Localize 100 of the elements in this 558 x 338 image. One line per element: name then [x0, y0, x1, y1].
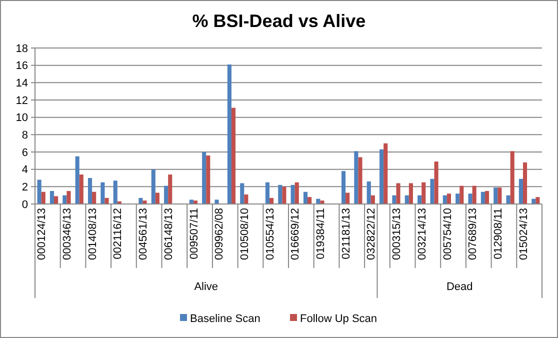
bar — [480, 192, 485, 204]
bar — [510, 151, 514, 204]
bar — [113, 180, 118, 204]
bar — [422, 182, 426, 204]
bar — [50, 191, 54, 204]
x-tick-label: 002116/12 — [112, 208, 124, 260]
bar — [442, 195, 447, 204]
bar — [446, 194, 451, 204]
chart-title: % BSI-Dead vs Alive — [192, 11, 366, 31]
bar — [37, 180, 42, 204]
bar — [468, 194, 472, 204]
bar — [366, 181, 371, 204]
bar — [430, 178, 434, 204]
y-tick-label: 0 — [22, 198, 28, 211]
bar — [404, 195, 409, 204]
bar — [418, 195, 422, 204]
bar — [460, 186, 464, 204]
bar — [164, 186, 168, 204]
bar — [396, 183, 400, 204]
x-tick-label: 032822/12 — [366, 208, 378, 260]
bar — [536, 197, 540, 204]
bar — [75, 156, 80, 204]
bar — [41, 192, 46, 204]
y-tick-label: 18 — [16, 42, 28, 55]
x-tick-label: 009962/08 — [214, 208, 226, 260]
legend-label: Baseline Scan — [190, 312, 260, 325]
bar — [308, 197, 312, 204]
bar — [294, 182, 299, 204]
bar — [155, 192, 160, 204]
y-tick-label: 14 — [16, 78, 28, 90]
y-tick-label: 2 — [22, 182, 28, 194]
y-tick-label: 16 — [16, 60, 28, 72]
x-tick-label: 010554/13 — [264, 208, 276, 260]
bar — [498, 188, 502, 204]
bar — [370, 195, 375, 204]
bar — [282, 186, 286, 204]
x-tick-label: 021181/13 — [340, 208, 352, 260]
y-tick-label: 8 — [22, 130, 28, 142]
bar — [472, 186, 476, 204]
bar — [354, 151, 358, 204]
x-tick-label: 009507/11 — [188, 208, 200, 260]
x-tick-label: 016669/12 — [290, 208, 302, 260]
bar — [408, 183, 413, 204]
bar — [358, 157, 362, 204]
bar — [100, 182, 105, 204]
bar — [346, 192, 350, 204]
legend-label: Follow Up Scan — [300, 312, 378, 325]
bar — [494, 188, 498, 204]
x-tick-label: 007689/13 — [467, 208, 480, 260]
bar — [104, 198, 109, 204]
bar — [92, 192, 96, 204]
bar — [244, 194, 248, 204]
x-tick-label: 006148/13 — [162, 208, 175, 260]
bar — [142, 200, 147, 204]
bar — [269, 198, 274, 204]
bar — [54, 196, 58, 204]
bar — [88, 178, 92, 204]
bar — [303, 192, 308, 204]
x-tick-label: 000124/13 — [36, 208, 48, 260]
y-tick-label: 10 — [16, 112, 28, 124]
y-tick-label: 4 — [22, 164, 28, 176]
bar — [434, 162, 438, 204]
x-tick-label: 005754/10 — [442, 208, 454, 260]
bar — [518, 178, 523, 204]
text: Alive — [194, 281, 218, 293]
bar — [278, 184, 282, 204]
bar — [456, 194, 460, 204]
bar — [62, 195, 67, 204]
bar — [240, 183, 244, 204]
x-tick-label: 000315/13 — [391, 208, 404, 260]
bar — [484, 191, 490, 204]
bar — [79, 174, 84, 204]
bar — [202, 152, 206, 204]
x-tick-label: 003214/13 — [416, 208, 428, 260]
bar — [522, 162, 528, 204]
bar — [384, 143, 388, 204]
x-tick-label: 010508/10 — [238, 208, 251, 260]
x-tick-label: 019384/11 — [315, 208, 328, 260]
x-tick-label: 012908/11 — [492, 208, 504, 260]
bar — [341, 171, 346, 204]
bar — [214, 200, 219, 204]
y-tick-label: 6 — [22, 146, 28, 159]
bar — [189, 200, 194, 204]
bar — [380, 149, 384, 204]
y-tick-label: 12 — [16, 94, 28, 107]
bar — [151, 169, 156, 204]
text: Dead — [446, 281, 473, 293]
bar — [265, 182, 270, 204]
bar — [66, 191, 71, 204]
bar — [290, 184, 295, 204]
bar — [506, 195, 510, 204]
bar — [168, 174, 172, 204]
bar — [138, 198, 143, 204]
x-tick-label: 001408/13 — [86, 208, 99, 260]
x-tick-label: 004561/13 — [138, 208, 150, 260]
bar — [227, 64, 232, 204]
bar — [392, 195, 396, 204]
bar — [231, 108, 236, 204]
x-tick-label: 000346/13 — [62, 208, 74, 260]
x-tick-label: 015024/13 — [518, 208, 530, 260]
